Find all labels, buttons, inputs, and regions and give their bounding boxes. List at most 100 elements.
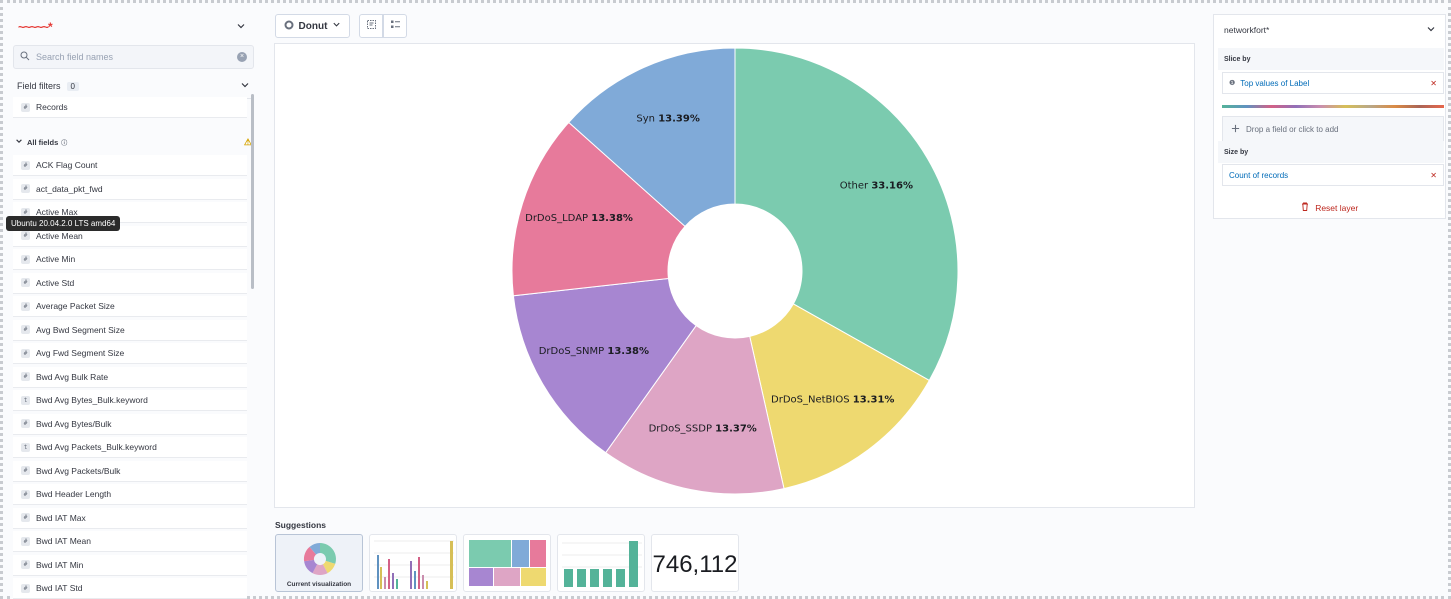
- donut-thumbnail-icon: [303, 543, 336, 575]
- field-filters-toggle[interactable]: Field filters 0: [13, 73, 254, 99]
- field-list-item[interactable]: # Active Std: [13, 272, 247, 294]
- donut-slice[interactable]: [568, 47, 736, 228]
- add-dimension-dropzone[interactable]: Drop a field or click to add: [1222, 116, 1444, 142]
- suggestion-metric[interactable]: 746,112: [651, 534, 739, 592]
- slice-percent: 13.38%: [591, 213, 633, 224]
- field-name: ACK Flag Count: [36, 160, 98, 170]
- field-name: act_data_pkt_fwd: [36, 183, 103, 194]
- donut-slice[interactable]: [512, 277, 697, 454]
- number-type-icon: #: [21, 466, 30, 475]
- slice-category: DrDoS_NetBIOS: [771, 394, 850, 405]
- slice-category: DrDoS_LDAP: [525, 213, 588, 224]
- field-list-item[interactable]: t Bwd Avg Packets_Bulk.keyword: [13, 437, 247, 458]
- remove-dimension-icon[interactable]: ✕: [1430, 78, 1437, 88]
- search-icon: [20, 48, 30, 66]
- field-list-item[interactable]: # ACK Flag Count: [13, 155, 247, 176]
- suggestion-column-chart[interactable]: [557, 534, 645, 592]
- donut-slice[interactable]: [511, 121, 686, 297]
- chart-type-switcher[interactable]: Donut: [275, 14, 350, 38]
- layer-index-select[interactable]: networkfort*: [1218, 19, 1442, 41]
- slice-label: DrDoS_SSDP 13.37%: [649, 424, 757, 435]
- number-type-icon: #: [21, 160, 30, 170]
- field-name: Active Mean: [36, 230, 83, 241]
- slice-category: DrDoS_SNMP: [539, 346, 604, 357]
- field-list-item[interactable]: t Bwd Avg Bytes_Bulk.keyword: [13, 390, 247, 411]
- field-list-item[interactable]: # Average Packet Size: [13, 296, 247, 317]
- field-list-item[interactable]: # Bwd IAT Mean: [13, 531, 247, 552]
- string-type-icon: ❶: [1229, 80, 1236, 87]
- legend-button[interactable]: [383, 14, 407, 38]
- suggestion-treemap[interactable]: [463, 534, 551, 592]
- field-list-item[interactable]: # Bwd IAT Std: [13, 578, 247, 599]
- slice-label: Syn 13.39%: [636, 114, 699, 125]
- chart-panel: Other 33.16% DrDoS_NetBIOS 13.31% DrDoS_SS…: [274, 43, 1195, 508]
- suggestion-bar-chart[interactable]: [369, 534, 457, 592]
- slice-label: DrDoS_NetBIOS 13.31%: [771, 394, 894, 405]
- suggestion-current-donut[interactable]: Current visualization: [275, 534, 363, 592]
- number-type-icon: #: [21, 184, 30, 193]
- slice-label: Other 33.16%: [840, 180, 913, 191]
- size-field-label: Count of records: [1229, 170, 1289, 180]
- string-type-icon: t: [21, 442, 30, 452]
- number-type-icon: #: [21, 513, 30, 522]
- donut-slice[interactable]: [749, 303, 930, 490]
- field-list-item[interactable]: # Bwd IAT Min: [13, 554, 247, 576]
- slice-percent: 13.38%: [607, 346, 649, 357]
- search-placeholder: Search field names: [36, 52, 114, 62]
- number-type-icon: #: [21, 231, 30, 240]
- field-list-item[interactable]: # Bwd Avg Packets/Bulk: [13, 460, 247, 482]
- field-list-sidebar: ~~~~~* Search field names × Field filter…: [8, 12, 256, 599]
- slice-percent: 13.31%: [853, 394, 895, 405]
- field-name: Bwd Avg Bytes_Bulk.keyword: [36, 395, 148, 405]
- chart-type-label: Donut: [298, 20, 328, 32]
- records-label: Records: [36, 102, 68, 112]
- field-name: Active Std: [36, 277, 75, 288]
- warning-icon[interactable]: ⚠: [243, 136, 252, 147]
- records-field[interactable]: # Records: [13, 97, 247, 118]
- donut-chart: Other 33.16% DrDoS_NetBIOS 13.31% DrDoS_SS…: [511, 47, 959, 495]
- remove-dimension-icon[interactable]: ✕: [1430, 170, 1437, 180]
- redacted-index-name: ~~~~~*: [18, 20, 53, 34]
- field-list-item[interactable]: # Avg Fwd Segment Size: [13, 343, 247, 364]
- number-type-icon: #: [21, 489, 30, 499]
- field-list-item[interactable]: # Bwd IAT Max: [13, 507, 247, 529]
- drop-field-label: Drop a field or click to add: [1246, 124, 1339, 134]
- treemap-thumbnail-icon: [469, 540, 546, 586]
- index-pattern-select[interactable]: ~~~~~*: [10, 14, 254, 40]
- field-name: Avg Bwd Segment Size: [36, 324, 125, 335]
- layer-config-panel: networkfort* Slice by ❶ Top values of La…: [1213, 14, 1446, 219]
- legend-icon: [390, 19, 401, 33]
- donut-slice[interactable]: [734, 47, 959, 382]
- slice-category: Other: [840, 180, 869, 191]
- field-list-item[interactable]: # Bwd Header Length: [13, 484, 247, 505]
- metric-value: 746,112: [652, 551, 738, 578]
- donut-slice[interactable]: [604, 324, 785, 495]
- number-type-icon: #: [21, 583, 30, 593]
- plus-icon: [1231, 124, 1240, 135]
- number-type-icon: #: [21, 348, 30, 358]
- field-filters-count: 0: [66, 81, 79, 91]
- field-list-scrollbar[interactable]: [251, 94, 254, 289]
- reset-layer-button[interactable]: Reset layer: [1214, 202, 1445, 213]
- field-name: Active Max: [36, 207, 78, 217]
- slice-by-label: Slice by: [1218, 48, 1444, 70]
- field-list-item[interactable]: # Bwd Avg Bulk Rate: [13, 366, 247, 388]
- number-type-icon: #: [21, 301, 30, 311]
- field-name: Bwd Avg Packets_Bulk.keyword: [36, 442, 157, 452]
- field-list-item[interactable]: # Active Min: [13, 249, 247, 270]
- field-list-item[interactable]: # act_data_pkt_fwd: [13, 178, 247, 200]
- all-fields-header[interactable]: All fields ⓘ ⚠: [13, 132, 254, 152]
- slice-by-dimension[interactable]: ❶ Top values of Label ✕: [1222, 72, 1444, 94]
- os-tooltip: Ubuntu 20.04.2.0 LTS amd64: [6, 216, 121, 231]
- field-list-item[interactable]: # Avg Bwd Segment Size: [13, 319, 247, 341]
- value-labels-button[interactable]: [359, 14, 383, 38]
- field-search-input[interactable]: Search field names ×: [13, 45, 254, 69]
- size-by-dimension[interactable]: Count of records ✕: [1222, 164, 1444, 186]
- field-filters-label: Field filters: [17, 80, 61, 91]
- clear-icon[interactable]: ×: [237, 52, 247, 62]
- slice-percent: 13.37%: [715, 424, 757, 435]
- string-type-icon: t: [21, 395, 30, 405]
- chevron-down-icon: [332, 20, 341, 32]
- field-list-item[interactable]: # Bwd Avg Bytes/Bulk: [13, 413, 247, 435]
- layer-index-label: networkfort*: [1224, 25, 1270, 35]
